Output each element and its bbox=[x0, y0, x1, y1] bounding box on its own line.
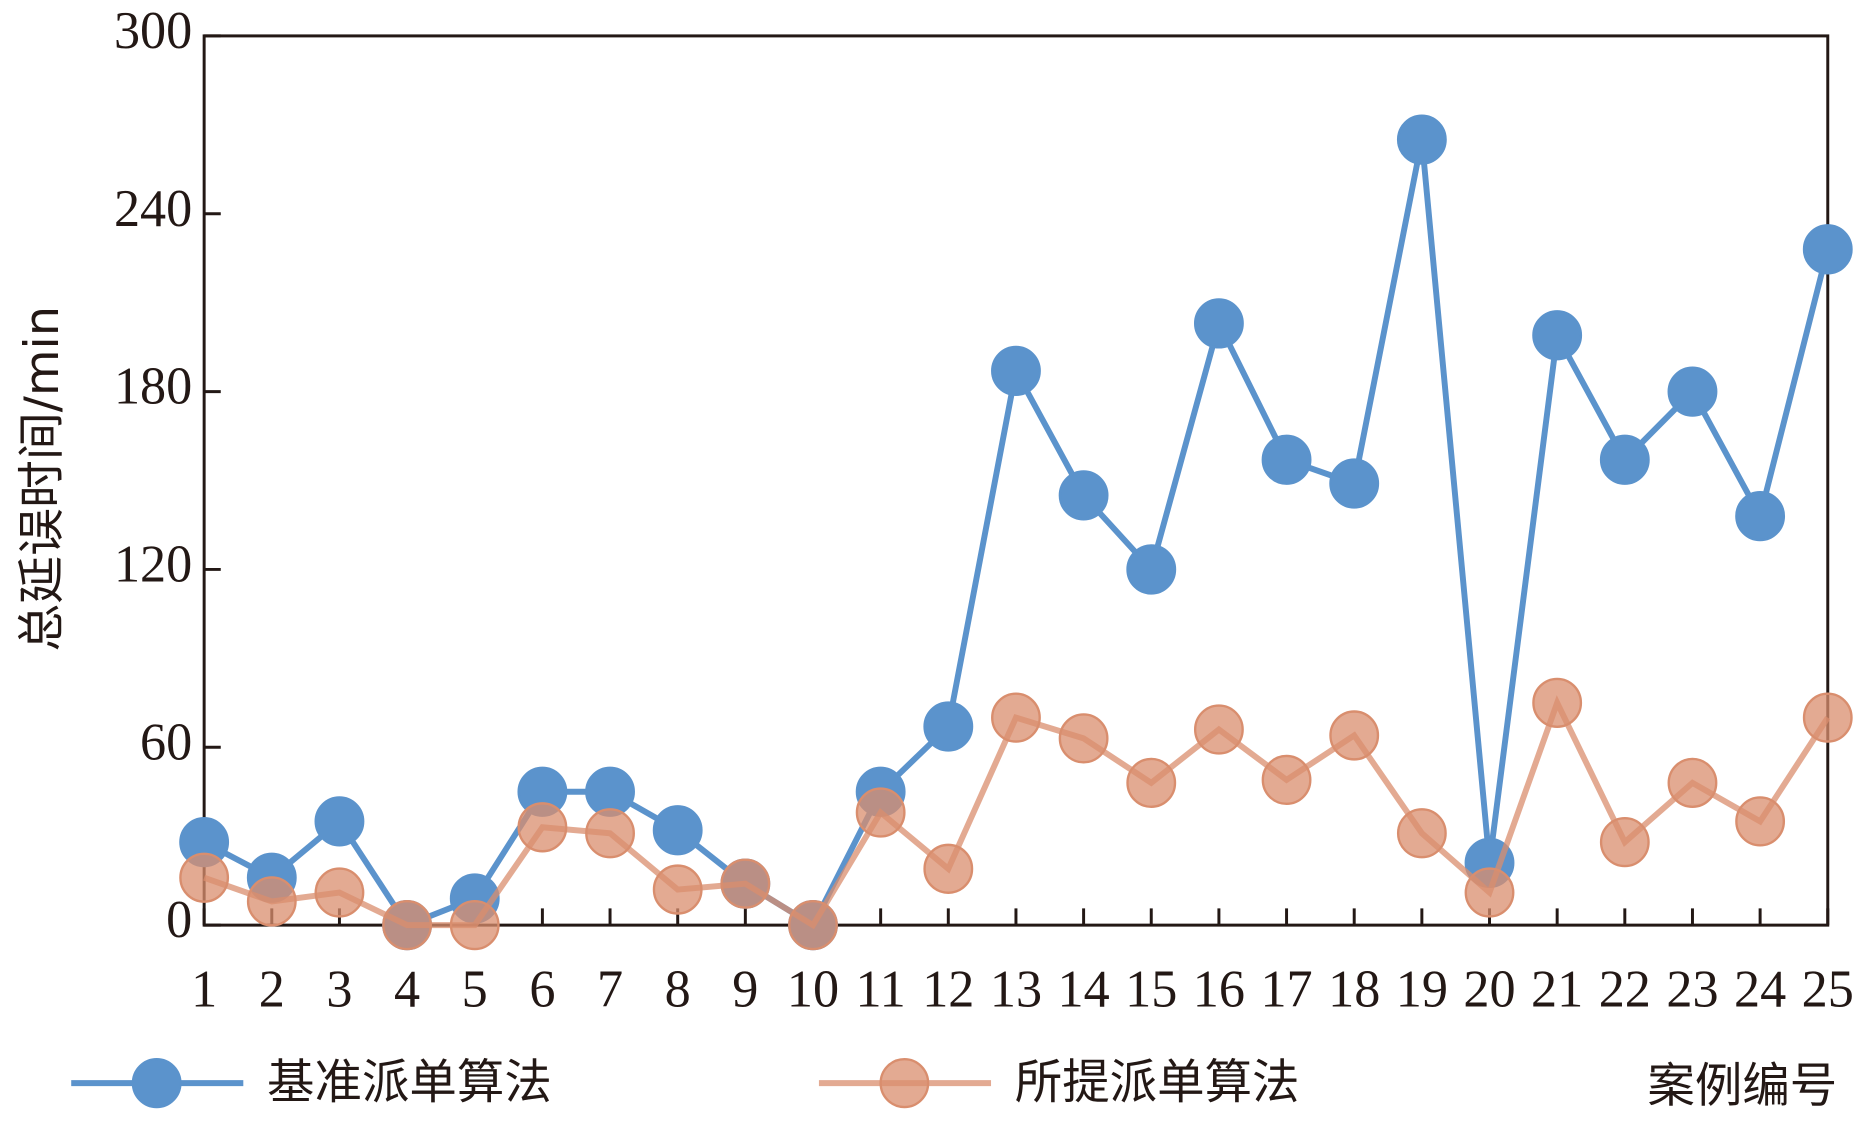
data-point bbox=[1329, 710, 1380, 761]
y-tick-label: 240 bbox=[114, 180, 192, 238]
legend-label: 所提派单算法 bbox=[1015, 1055, 1300, 1110]
data-point bbox=[449, 900, 500, 951]
x-tick-label: 19 bbox=[1396, 960, 1448, 1018]
data-point bbox=[1599, 817, 1650, 868]
x-tick-label: 7 bbox=[597, 960, 623, 1018]
x-tick-label: 10 bbox=[787, 960, 839, 1018]
data-point bbox=[1532, 677, 1583, 728]
data-point bbox=[1193, 704, 1244, 755]
data-point bbox=[652, 805, 703, 856]
x-tick-label: 11 bbox=[856, 960, 906, 1018]
x-tick-label: 5 bbox=[462, 960, 488, 1018]
data-point bbox=[1464, 867, 1515, 918]
data-point bbox=[314, 796, 365, 847]
x-tick-label: 25 bbox=[1802, 960, 1854, 1018]
plot-frame bbox=[202, 34, 1830, 927]
data-point bbox=[923, 701, 974, 752]
x-tick-label: 18 bbox=[1328, 960, 1380, 1018]
data-point bbox=[1058, 470, 1109, 521]
x-tick-label: 9 bbox=[732, 960, 758, 1018]
x-tick-label: 6 bbox=[529, 960, 555, 1018]
legend-label: 基准派单算法 bbox=[267, 1055, 552, 1110]
y-tick-label: 0 bbox=[166, 891, 192, 949]
x-tick-label: 8 bbox=[665, 960, 691, 1018]
data-point bbox=[1058, 713, 1109, 764]
x-tick-label: 13 bbox=[990, 960, 1042, 1018]
x-tick-label: 2 bbox=[259, 960, 285, 1018]
data-point bbox=[1735, 490, 1786, 542]
y-tick-label: 180 bbox=[114, 357, 192, 415]
data-point bbox=[1261, 754, 1312, 806]
x-tick-label: 17 bbox=[1260, 960, 1312, 1018]
data-point bbox=[1261, 434, 1312, 485]
x-tick-label: 23 bbox=[1666, 960, 1718, 1018]
x-axis-label: 案例编号 bbox=[1647, 1059, 1837, 1114]
data-point bbox=[1329, 458, 1380, 509]
y-tick-label: 300 bbox=[114, 2, 192, 60]
series-line bbox=[202, 139, 1831, 930]
data-point bbox=[652, 864, 703, 915]
x-tick-label: 20 bbox=[1463, 960, 1515, 1018]
x-tick-label: 15 bbox=[1125, 960, 1177, 1018]
data-point bbox=[585, 808, 635, 859]
data-point bbox=[517, 802, 568, 853]
x-tick-label: 3 bbox=[326, 960, 352, 1018]
x-tick-label: 14 bbox=[1057, 960, 1109, 1018]
data-point bbox=[1802, 224, 1853, 275]
x-tick-label: 22 bbox=[1599, 960, 1651, 1018]
legend-marker bbox=[879, 1057, 930, 1109]
legend-marker bbox=[131, 1057, 182, 1109]
data-point bbox=[720, 858, 771, 909]
x-tick-label: 21 bbox=[1531, 960, 1583, 1018]
data-point bbox=[1532, 310, 1583, 361]
data-point bbox=[179, 852, 230, 903]
data-point bbox=[1396, 114, 1447, 165]
x-tick-label: 16 bbox=[1193, 960, 1245, 1018]
x-tick-label: 4 bbox=[394, 960, 420, 1018]
data-point bbox=[246, 876, 297, 927]
data-point bbox=[1735, 796, 1786, 847]
data-point bbox=[991, 345, 1041, 396]
y-tick-label: 60 bbox=[140, 713, 192, 771]
data-point bbox=[855, 787, 906, 838]
y-tick-label: 120 bbox=[114, 535, 192, 593]
data-point bbox=[1667, 757, 1718, 808]
data-point bbox=[1193, 298, 1244, 349]
y-axis-label: 总延误时间/min bbox=[15, 306, 70, 652]
data-point bbox=[1667, 366, 1718, 417]
data-point bbox=[1599, 434, 1650, 485]
data-point bbox=[1126, 544, 1177, 595]
data-point bbox=[788, 900, 838, 951]
data-point bbox=[314, 867, 365, 918]
data-point bbox=[382, 900, 433, 951]
x-tick-label: 12 bbox=[922, 960, 974, 1018]
x-tick-label: 24 bbox=[1734, 960, 1786, 1018]
data-point bbox=[1126, 757, 1177, 808]
data-point bbox=[1802, 692, 1853, 743]
data-point bbox=[923, 843, 974, 894]
data-point bbox=[1396, 808, 1447, 859]
data-point bbox=[991, 692, 1041, 743]
x-tick-label: 1 bbox=[191, 960, 217, 1018]
